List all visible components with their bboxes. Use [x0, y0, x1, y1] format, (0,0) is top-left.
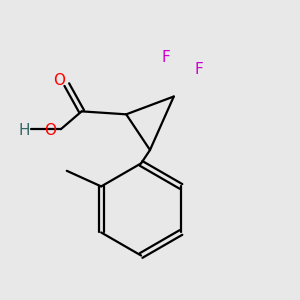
- Text: H: H: [18, 123, 30, 138]
- Text: F: F: [195, 62, 203, 77]
- Text: O: O: [44, 123, 56, 138]
- Text: F: F: [162, 50, 171, 65]
- Text: O: O: [53, 73, 65, 88]
